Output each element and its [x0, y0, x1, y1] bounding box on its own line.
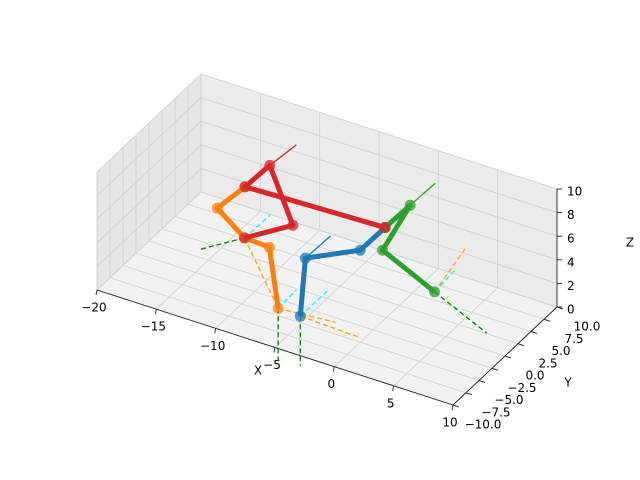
- x-tick-label: −5: [263, 358, 281, 372]
- x-tick: [451, 404, 454, 411]
- grid-line: [200, 97, 558, 213]
- series-line: [244, 214, 271, 239]
- point-marker: [264, 159, 276, 171]
- x-axis-label: X: [254, 364, 262, 378]
- grid-line: [96, 97, 202, 196]
- y-tick-label: 2.5: [538, 356, 557, 370]
- z-tick-label: 2: [567, 279, 575, 293]
- y-tick-label: 10.0: [574, 320, 601, 334]
- series-line: [269, 144, 297, 166]
- y-tick-label: 7.5: [564, 332, 583, 346]
- series-line: [278, 307, 336, 323]
- y-tick: [504, 355, 512, 359]
- grid-line: [174, 216, 532, 332]
- x-tick: [332, 366, 335, 372]
- x-tick-label: −15: [141, 320, 166, 334]
- x-tick-label: −20: [81, 301, 106, 315]
- point-marker: [354, 244, 366, 256]
- y-axis-line: [452, 306, 558, 406]
- y-tick: [543, 318, 551, 322]
- grid-line: [161, 228, 519, 345]
- x-tick: [392, 385, 395, 391]
- point-marker: [299, 252, 311, 264]
- x-tick: [214, 328, 217, 334]
- series-line: [300, 315, 359, 338]
- point-marker: [404, 199, 416, 211]
- y-tick: [491, 367, 499, 371]
- point-marker: [379, 221, 391, 233]
- z-tick-label: 4: [567, 255, 575, 269]
- grid-line: [96, 120, 202, 220]
- grid-line: [200, 120, 558, 237]
- x-tick: [273, 347, 276, 353]
- y-tick: [452, 404, 460, 408]
- y-tick-label: 0.0: [525, 369, 544, 383]
- y-tick-label: −5.0: [494, 393, 523, 407]
- grid-line: [148, 240, 506, 357]
- y-axis-label: Y: [563, 376, 572, 390]
- x-tick-label: 5: [387, 396, 395, 410]
- point-marker: [429, 286, 441, 298]
- series-line: [409, 182, 436, 206]
- x-axis-line: [96, 289, 454, 406]
- x-tick: [95, 289, 98, 296]
- grid-line: [96, 73, 202, 173]
- grid-line: [122, 265, 480, 381]
- z-tick-label: 8: [567, 208, 575, 222]
- grid-line: [96, 191, 202, 291]
- z-tick-label: 0: [567, 303, 575, 317]
- grid-line: [187, 203, 545, 320]
- y-tick: [517, 343, 525, 347]
- point-marker: [272, 302, 284, 314]
- y-tick-label: 5.0: [551, 344, 570, 358]
- point-marker: [211, 202, 223, 214]
- series-line: [434, 247, 467, 293]
- point-marker: [287, 219, 299, 231]
- z-tick-label: 6: [567, 232, 575, 246]
- y-tick-label: −2.5: [507, 381, 536, 395]
- x-tick: [154, 309, 157, 315]
- grid-line: [109, 277, 467, 394]
- series-line: [297, 225, 387, 317]
- series-line: [299, 290, 328, 317]
- y-tick: [465, 392, 473, 396]
- grid-line: [96, 144, 202, 244]
- grid-line: [200, 73, 558, 190]
- z-axis-label: Z: [626, 236, 634, 250]
- series-line: [380, 202, 437, 294]
- z-tick-label: 10: [567, 185, 582, 199]
- point-marker: [239, 181, 251, 193]
- x-tick-label: 10: [442, 416, 457, 430]
- point-marker: [238, 232, 250, 244]
- grid-line: [200, 144, 558, 261]
- point-marker: [377, 244, 389, 256]
- grid-line: [96, 168, 202, 267]
- grid-line: [135, 252, 493, 369]
- y-tick: [530, 331, 538, 334]
- x-tick-label: 0: [328, 377, 336, 391]
- series-line: [304, 235, 331, 259]
- series-line: [243, 237, 279, 309]
- y-tick-label: −7.5: [481, 405, 510, 419]
- point-marker: [294, 310, 306, 322]
- y-tick: [478, 380, 486, 383]
- series-line: [434, 291, 488, 334]
- y-tick-label: −10.0: [465, 418, 502, 432]
- x-tick-label: −10: [200, 339, 225, 353]
- point-marker: [263, 241, 275, 253]
